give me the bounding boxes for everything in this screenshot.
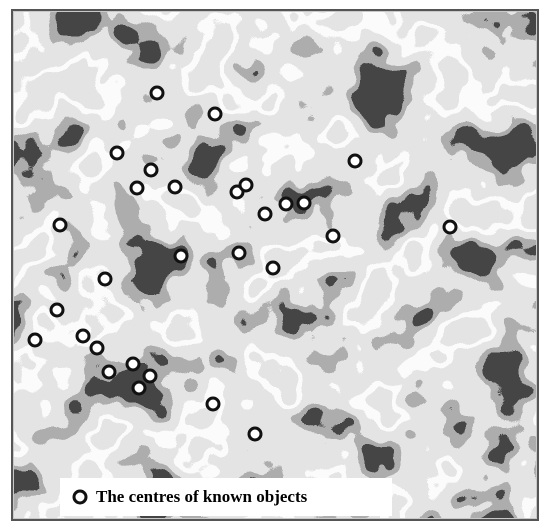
object-marker bbox=[143, 162, 159, 178]
object-marker bbox=[149, 85, 165, 101]
legend-marker bbox=[72, 489, 88, 505]
object-marker bbox=[205, 396, 221, 412]
object-marker bbox=[257, 206, 273, 222]
object-marker bbox=[167, 179, 183, 195]
object-marker bbox=[27, 332, 43, 348]
object-marker bbox=[238, 177, 254, 193]
object-marker bbox=[129, 180, 145, 196]
object-marker bbox=[231, 245, 247, 261]
object-marker bbox=[325, 228, 341, 244]
object-marker bbox=[207, 106, 223, 122]
object-marker bbox=[247, 426, 263, 442]
object-marker bbox=[265, 260, 281, 276]
legend-box bbox=[60, 478, 392, 516]
object-marker bbox=[125, 356, 141, 372]
object-marker bbox=[296, 195, 312, 211]
object-marker bbox=[101, 364, 117, 380]
object-marker bbox=[89, 340, 105, 356]
legend: The centres of known objects bbox=[60, 478, 392, 516]
object-marker bbox=[97, 271, 113, 287]
object-marker bbox=[49, 302, 65, 318]
legend-label: The centres of known objects bbox=[96, 487, 308, 506]
object-marker bbox=[347, 153, 363, 169]
object-marker bbox=[131, 380, 147, 396]
object-marker bbox=[442, 219, 458, 235]
object-marker bbox=[278, 196, 294, 212]
object-marker bbox=[109, 145, 125, 161]
object-marker bbox=[75, 328, 91, 344]
object-markers bbox=[27, 85, 458, 442]
object-marker bbox=[142, 368, 158, 384]
object-marker bbox=[52, 217, 68, 233]
object-marker bbox=[173, 248, 189, 264]
